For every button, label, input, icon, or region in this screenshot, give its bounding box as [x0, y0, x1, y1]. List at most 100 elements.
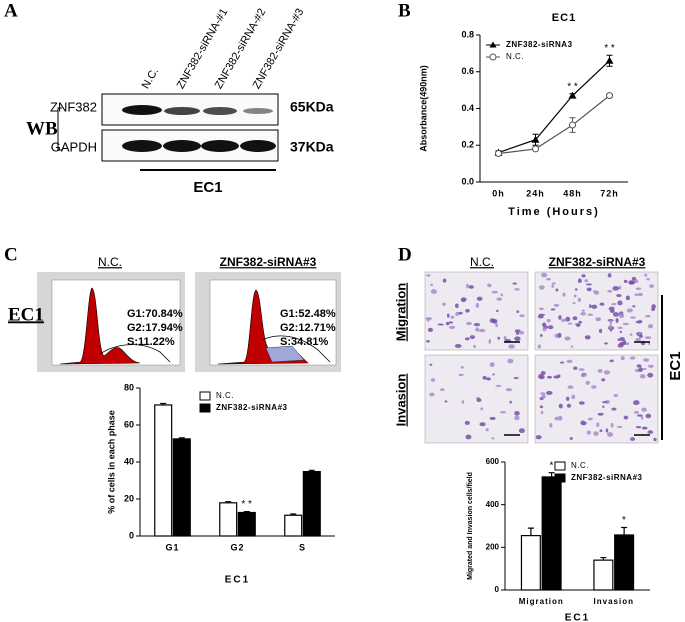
method-label: WB: [26, 118, 58, 139]
cell: [539, 307, 544, 311]
cell: [491, 290, 498, 294]
cell: [562, 292, 566, 297]
cell: [572, 302, 576, 305]
bar: [302, 471, 321, 537]
cell: [567, 385, 574, 389]
cell: [485, 377, 492, 381]
cell: [603, 370, 611, 375]
phase-stat: S:34.81%: [280, 336, 329, 348]
cell: [492, 373, 495, 376]
cell: [609, 319, 613, 325]
size-label: 37KDa: [290, 139, 334, 155]
series-line: [498, 60, 610, 154]
cell: [591, 385, 597, 389]
cell: [566, 403, 572, 408]
cell: [550, 308, 556, 311]
y-tick-label: 0: [495, 585, 500, 594]
cell: [551, 282, 556, 285]
cell: [586, 287, 592, 292]
cell: [580, 421, 587, 426]
cell: [612, 286, 620, 291]
cell: [448, 325, 456, 329]
cell: [497, 336, 501, 340]
point: [532, 145, 539, 153]
band: [243, 108, 273, 114]
cell: [495, 384, 502, 387]
x-tick-label: G2: [230, 542, 244, 552]
bar: [520, 534, 541, 591]
bracket: [57, 107, 62, 151]
cell: [557, 332, 562, 338]
cell: [430, 378, 436, 382]
cell: [457, 311, 463, 315]
cell: [489, 318, 496, 323]
bar: [237, 511, 256, 537]
cell: [649, 284, 654, 288]
point: [606, 92, 613, 100]
cell: [647, 342, 651, 345]
cell: [480, 407, 484, 411]
cell: [634, 293, 639, 296]
column-title: ZNF382-siRNA#3: [549, 255, 646, 269]
cell: [569, 437, 573, 440]
cell: [538, 313, 546, 316]
cell: [541, 393, 546, 399]
legend-label: N.C.: [571, 461, 589, 470]
cell: [461, 400, 465, 404]
cell: [537, 344, 542, 349]
cell: [466, 283, 469, 289]
cell: [584, 279, 589, 283]
error-bar: [621, 526, 628, 535]
cell: [499, 411, 507, 414]
cell: [564, 336, 571, 341]
cell: [565, 316, 571, 322]
x-tick-label: 48h: [563, 188, 582, 198]
cell: [617, 326, 623, 329]
y-tick-label: 0.2: [461, 140, 474, 150]
column-title: N.C.: [470, 255, 494, 269]
cell: [442, 302, 446, 306]
cell: [551, 284, 555, 288]
cell: [626, 342, 630, 345]
y-tick-label: 80: [124, 382, 134, 392]
cell: [466, 321, 472, 326]
cell: [591, 304, 598, 309]
cell: [479, 422, 486, 427]
cell: [622, 339, 627, 345]
cell: [508, 344, 515, 349]
cell: [454, 344, 462, 348]
cell: [585, 380, 590, 385]
cell: [442, 278, 447, 283]
cell: [465, 308, 470, 313]
significance: * *: [241, 499, 252, 510]
cell: [489, 362, 495, 368]
y-axis-label: Migrated and Invasion cells/field: [467, 472, 474, 580]
y-axis-label: % of cells in each phase: [106, 410, 116, 514]
cell: [633, 410, 639, 414]
cell: [636, 425, 642, 429]
legend-label: ZNF382-siRNA3: [506, 40, 573, 49]
cell: [633, 400, 640, 406]
x-axis-label: EC1: [225, 575, 250, 586]
cell: [609, 309, 615, 313]
cell: [581, 309, 585, 312]
cell: [644, 273, 648, 277]
legend-label: N.C.: [216, 391, 234, 400]
cell: [611, 407, 617, 411]
cell: [608, 306, 615, 311]
y-tick-label: 20: [124, 493, 134, 503]
cell: [469, 335, 476, 340]
cell: [557, 415, 563, 421]
lane-label: N.C.: [140, 66, 161, 91]
cell: [645, 314, 651, 318]
cell: [578, 320, 583, 324]
cell: [540, 374, 545, 380]
chart-title: EC1: [552, 12, 576, 24]
cell: [495, 323, 498, 328]
x-tick-label: 72h: [600, 188, 619, 198]
band: [122, 140, 162, 152]
cell: [514, 288, 520, 291]
cell: [444, 400, 448, 403]
cell: [425, 317, 433, 320]
cell: [617, 343, 624, 348]
